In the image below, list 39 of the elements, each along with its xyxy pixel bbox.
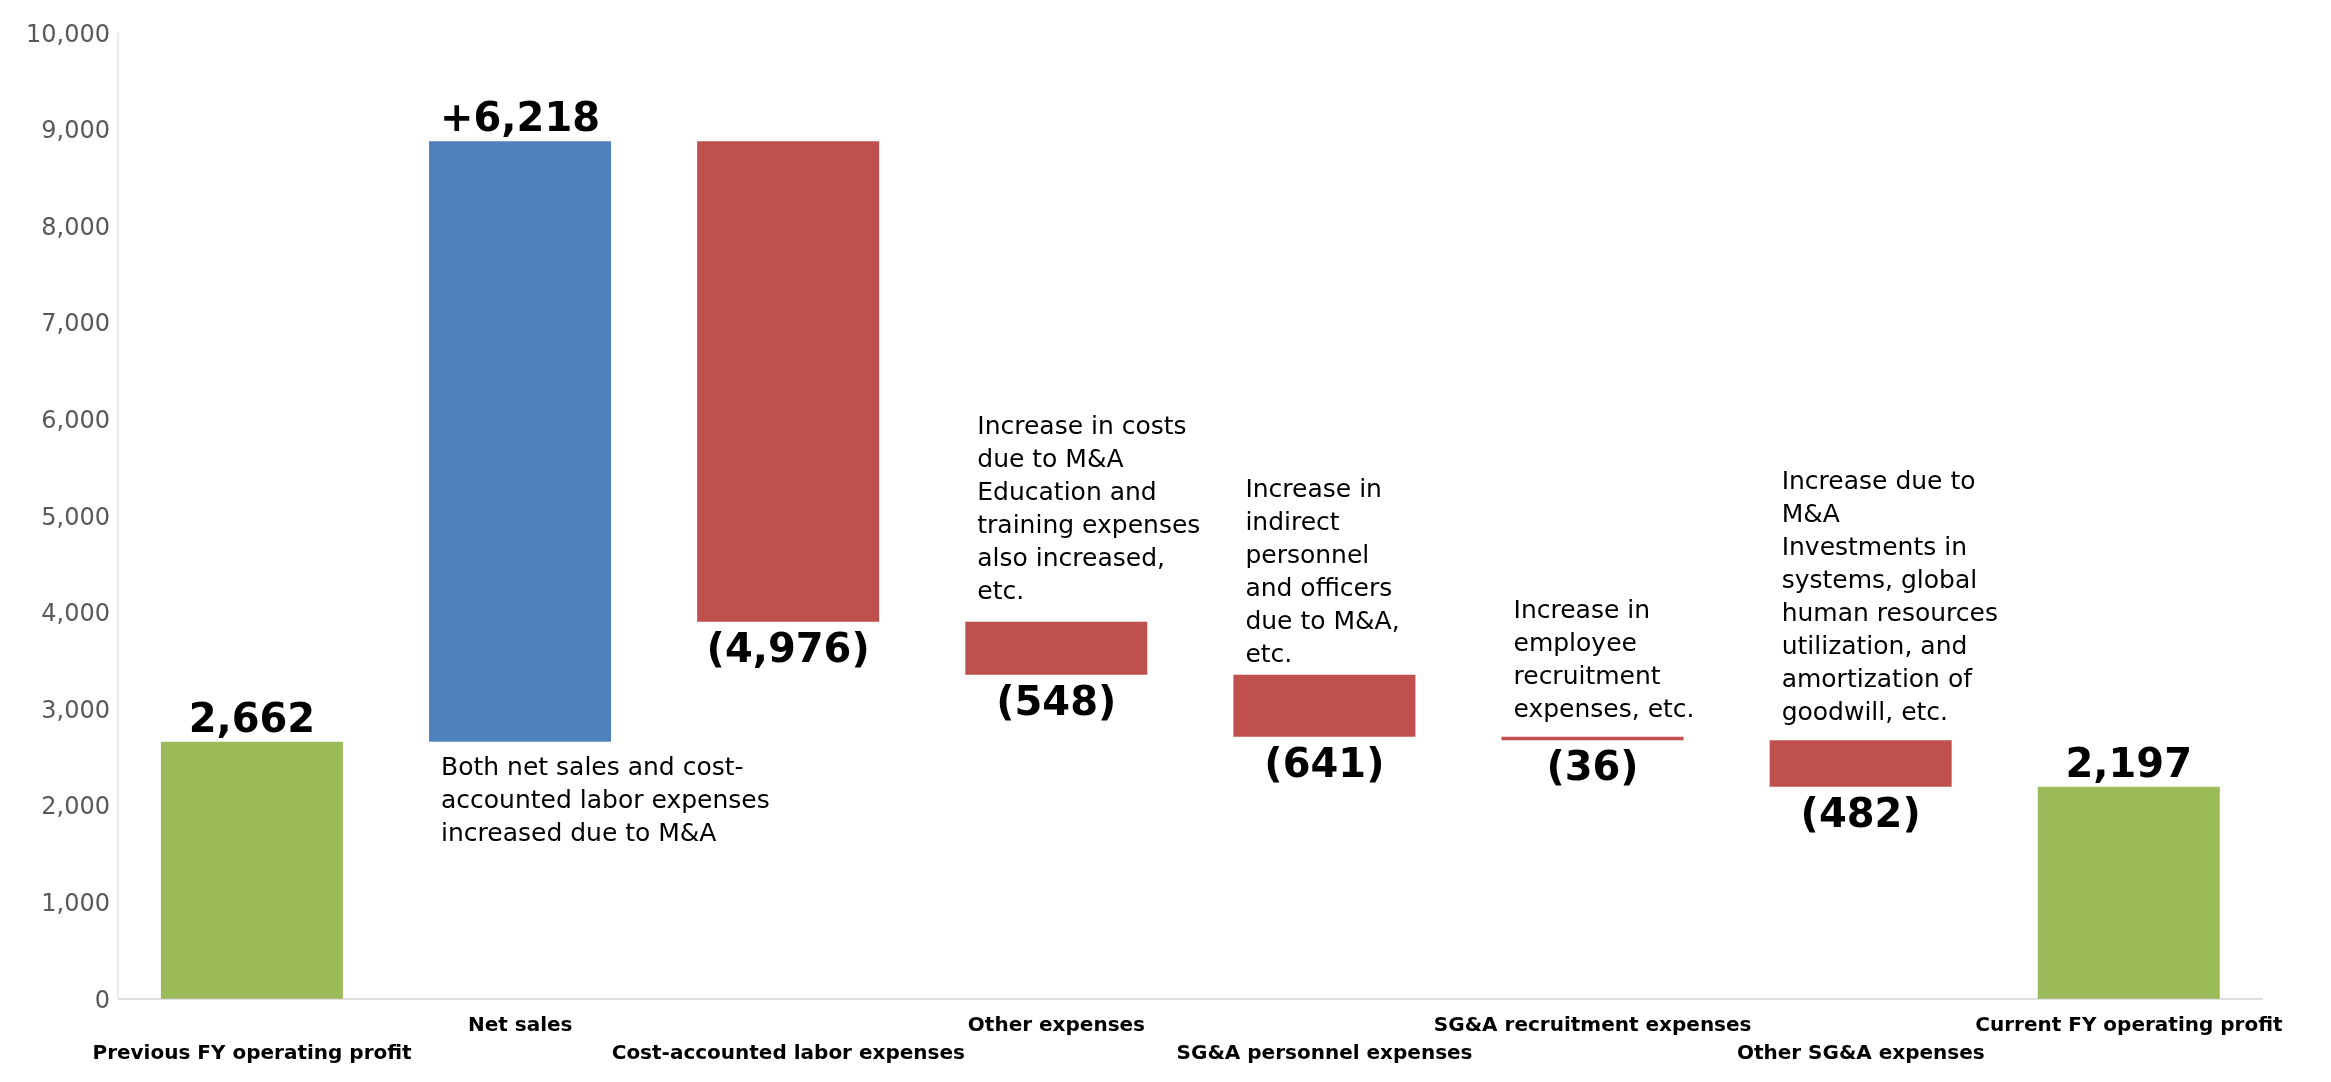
x-tick-label: Cost-accounted labor expenses — [611, 1040, 965, 1064]
x-tick-label: Current FY operating profit — [1975, 1012, 2284, 1036]
bar — [1769, 740, 1952, 787]
y-tick-label: 3,000 — [41, 695, 110, 724]
data-label: (482) — [1800, 789, 1921, 836]
annotation: Increase in employee recruitment expenses, etc. — [1513, 595, 1695, 723]
data-label: 2,197 — [2065, 739, 2193, 786]
data-label: (548) — [996, 677, 1117, 724]
x-tick-label: Previous FY operating profit — [92, 1040, 413, 1064]
y-tick-label: 2,000 — [41, 792, 110, 821]
data-label: (4,976) — [706, 624, 870, 671]
x-tick-label: SG&A recruitment expenses — [1433, 1012, 1752, 1036]
y-tick-label: 5,000 — [41, 502, 110, 531]
annotation: Increase in indirect personnel and officers due to M&A, etc. — [1245, 474, 1400, 668]
x-tick-label: Other SG&A expenses — [1736, 1040, 1985, 1064]
bar — [697, 141, 880, 622]
y-tick-label: 6,000 — [41, 405, 110, 434]
bar — [429, 141, 612, 742]
y-tick-label: 1,000 — [41, 888, 110, 917]
x-tick-label: Net sales — [467, 1012, 573, 1036]
x-tick-label: Other expenses — [967, 1012, 1146, 1036]
data-label: 2,662 — [188, 694, 316, 741]
data-label: (36) — [1546, 743, 1639, 790]
bar — [2037, 786, 2220, 999]
annotation: Increase in costs due to M&A Education and training expenses also increased, etc. — [977, 411, 1201, 605]
y-tick-label: 0 — [94, 985, 110, 1014]
x-tick-label: SG&A personnel expenses — [1176, 1040, 1473, 1064]
annotation: Increase due to M&A Investments in systems, global human resources utilization, and amortization of goodwill, etc. — [1781, 466, 1998, 726]
annotation: Both net sales and cost-accounted labor expenses increased due to M&A — [441, 752, 770, 847]
bar — [965, 621, 1148, 675]
y-tick-label: 9,000 — [41, 116, 110, 145]
bar — [1233, 674, 1416, 737]
y-tick-label: 7,000 — [41, 309, 110, 338]
y-tick-label: 4,000 — [41, 599, 110, 628]
y-tick-label: 10,000 — [26, 19, 110, 48]
y-tick-label: 8,000 — [41, 212, 110, 241]
data-label: +6,218 — [440, 94, 601, 141]
data-label: (641) — [1264, 739, 1385, 786]
bar — [160, 741, 343, 999]
